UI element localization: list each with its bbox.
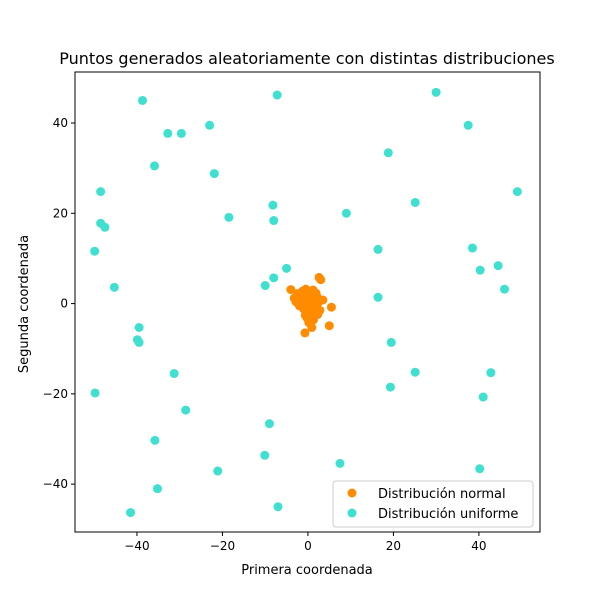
normal-point bbox=[315, 305, 325, 315]
x-tick-label: 0 bbox=[304, 539, 312, 553]
uniform-point bbox=[134, 337, 144, 347]
y-tick-label: −20 bbox=[43, 387, 68, 401]
uniform-point bbox=[493, 261, 503, 271]
legend-label-normal: Distribución normal bbox=[378, 487, 506, 502]
uniform-point bbox=[500, 284, 510, 294]
uniform-point bbox=[213, 466, 223, 476]
uniform-point bbox=[260, 281, 270, 291]
uniform-point bbox=[169, 369, 179, 379]
uniform-point bbox=[373, 292, 383, 302]
uniform-point bbox=[181, 405, 191, 415]
x-tick-label: 20 bbox=[386, 539, 401, 553]
y-tick-label: 0 bbox=[60, 297, 68, 311]
uniform-point bbox=[335, 458, 345, 468]
uniform-point bbox=[341, 208, 351, 218]
y-tick-label: 40 bbox=[53, 116, 68, 130]
uniform-point bbox=[467, 243, 477, 253]
uniform-point bbox=[224, 212, 234, 222]
legend: Distribución normal Distribución uniform… bbox=[332, 480, 534, 528]
normal-point bbox=[297, 299, 307, 309]
normal-point bbox=[316, 275, 326, 285]
data-points bbox=[90, 87, 522, 518]
normal-point bbox=[318, 295, 328, 305]
uniform-point bbox=[373, 244, 383, 254]
uniform-point bbox=[383, 148, 393, 158]
uniform-point bbox=[269, 216, 279, 226]
uniform-point bbox=[109, 282, 119, 292]
legend-marker-uniform bbox=[347, 508, 357, 518]
uniform-point bbox=[475, 464, 485, 474]
uniform-point bbox=[209, 169, 219, 179]
uniform-point bbox=[268, 200, 278, 210]
uniform-point bbox=[486, 368, 496, 378]
uniform-point bbox=[126, 508, 136, 518]
y-axis-label: Segunda coordenada bbox=[17, 235, 32, 373]
uniform-point bbox=[478, 392, 488, 402]
legend-marker-normal bbox=[347, 488, 357, 498]
uniform-point bbox=[410, 367, 420, 377]
uniform-point bbox=[260, 450, 270, 460]
uniform-point bbox=[163, 128, 173, 138]
axes-frame bbox=[74, 71, 541, 533]
uniform-point bbox=[410, 197, 420, 207]
uniform-point bbox=[475, 265, 485, 275]
uniform-point bbox=[264, 419, 274, 429]
x-axis-ticks: −40 −20 0 20 40 bbox=[124, 532, 487, 553]
uniform-point bbox=[273, 502, 283, 512]
uniform-point bbox=[134, 323, 144, 333]
normal-point bbox=[300, 328, 310, 338]
uniform-point bbox=[176, 128, 186, 138]
normal-point bbox=[324, 321, 334, 331]
uniform-point bbox=[272, 90, 282, 100]
y-tick-label: 20 bbox=[53, 206, 68, 220]
uniform-point bbox=[431, 87, 441, 97]
y-axis-ticks: −40 −20 0 20 40 bbox=[43, 116, 75, 491]
uniform-point bbox=[96, 187, 106, 197]
uniform-point bbox=[152, 484, 162, 494]
x-tick-label: −20 bbox=[210, 539, 235, 553]
normal-point bbox=[326, 302, 336, 312]
normal-point bbox=[304, 317, 314, 327]
uniform-point bbox=[269, 273, 279, 283]
y-tick-label: −40 bbox=[43, 477, 68, 491]
uniform-point bbox=[150, 435, 160, 445]
x-tick-label: −40 bbox=[124, 539, 149, 553]
uniform-point bbox=[282, 263, 292, 273]
uniform-point bbox=[149, 161, 159, 171]
x-axis-label: Primera coordenada bbox=[241, 563, 373, 578]
legend-label-uniform: Distribución uniforme bbox=[378, 507, 518, 522]
uniform-point bbox=[100, 222, 110, 232]
uniform-point bbox=[90, 388, 100, 398]
x-tick-label: 40 bbox=[471, 539, 486, 553]
uniform-point bbox=[205, 120, 215, 130]
uniform-point bbox=[138, 95, 148, 105]
uniform-point bbox=[463, 120, 473, 130]
legend-box bbox=[332, 480, 534, 528]
normal-point bbox=[286, 285, 296, 295]
uniform-point bbox=[386, 337, 396, 347]
uniform-point bbox=[512, 187, 522, 197]
uniform-point bbox=[385, 382, 395, 392]
chart-title: Puntos generados aleatoriamente con dist… bbox=[59, 49, 554, 68]
uniform-point bbox=[90, 246, 100, 256]
